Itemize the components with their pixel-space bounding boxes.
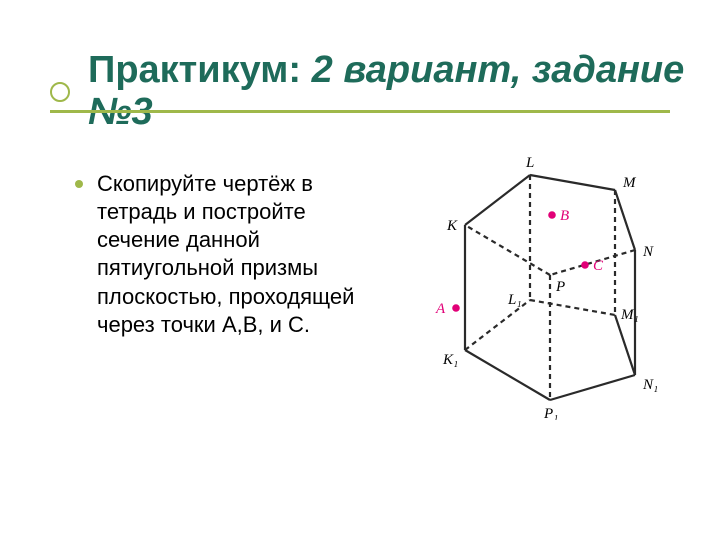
prism-figure: K L M N P K₁ L₁ M₁ N₁ P₁ A B C xyxy=(420,150,670,420)
body-text: Скопируйте чертёж в тетрадь и постройте … xyxy=(97,170,365,339)
point-label-B: B xyxy=(560,208,569,224)
body-bullet-item: Скопируйте чертёж в тетрадь и постройте … xyxy=(75,170,365,339)
body-area: Скопируйте чертёж в тетрадь и постройте … xyxy=(75,170,365,339)
point-label-A: A xyxy=(435,301,446,317)
slide-title: Практикум: 2 вариант, задание №3 xyxy=(88,50,690,134)
point-label-C: C xyxy=(593,258,604,274)
body-bullet-icon xyxy=(75,180,83,188)
vertex-label-N1: N₁ xyxy=(642,377,658,393)
title-prefix: Практикум: xyxy=(88,49,301,91)
vertex-label-K1: K₁ xyxy=(442,352,458,368)
point-A xyxy=(452,304,460,312)
vertex-label-L: L xyxy=(525,155,534,171)
vertex-label-K: K xyxy=(446,218,458,234)
title-bullet-icon xyxy=(50,82,70,102)
title-underline xyxy=(50,110,670,113)
vertex-label-M1: M₁ xyxy=(620,307,639,323)
vertex-label-M: M xyxy=(622,175,637,191)
point-C xyxy=(581,261,589,269)
prism-svg: K L M N P K₁ L₁ M₁ N₁ P₁ A B C xyxy=(420,150,670,420)
vertex-label-L1: L₁ xyxy=(507,292,522,308)
vertex-label-P: P xyxy=(555,279,565,295)
title-row: Практикум: 2 вариант, задание №3 xyxy=(50,50,690,134)
point-B xyxy=(548,211,556,219)
vertex-label-P1: P₁ xyxy=(543,406,558,420)
vertex-label-N: N xyxy=(642,244,654,260)
slide: Практикум: 2 вариант, задание №3 Скопиру… xyxy=(0,0,720,540)
